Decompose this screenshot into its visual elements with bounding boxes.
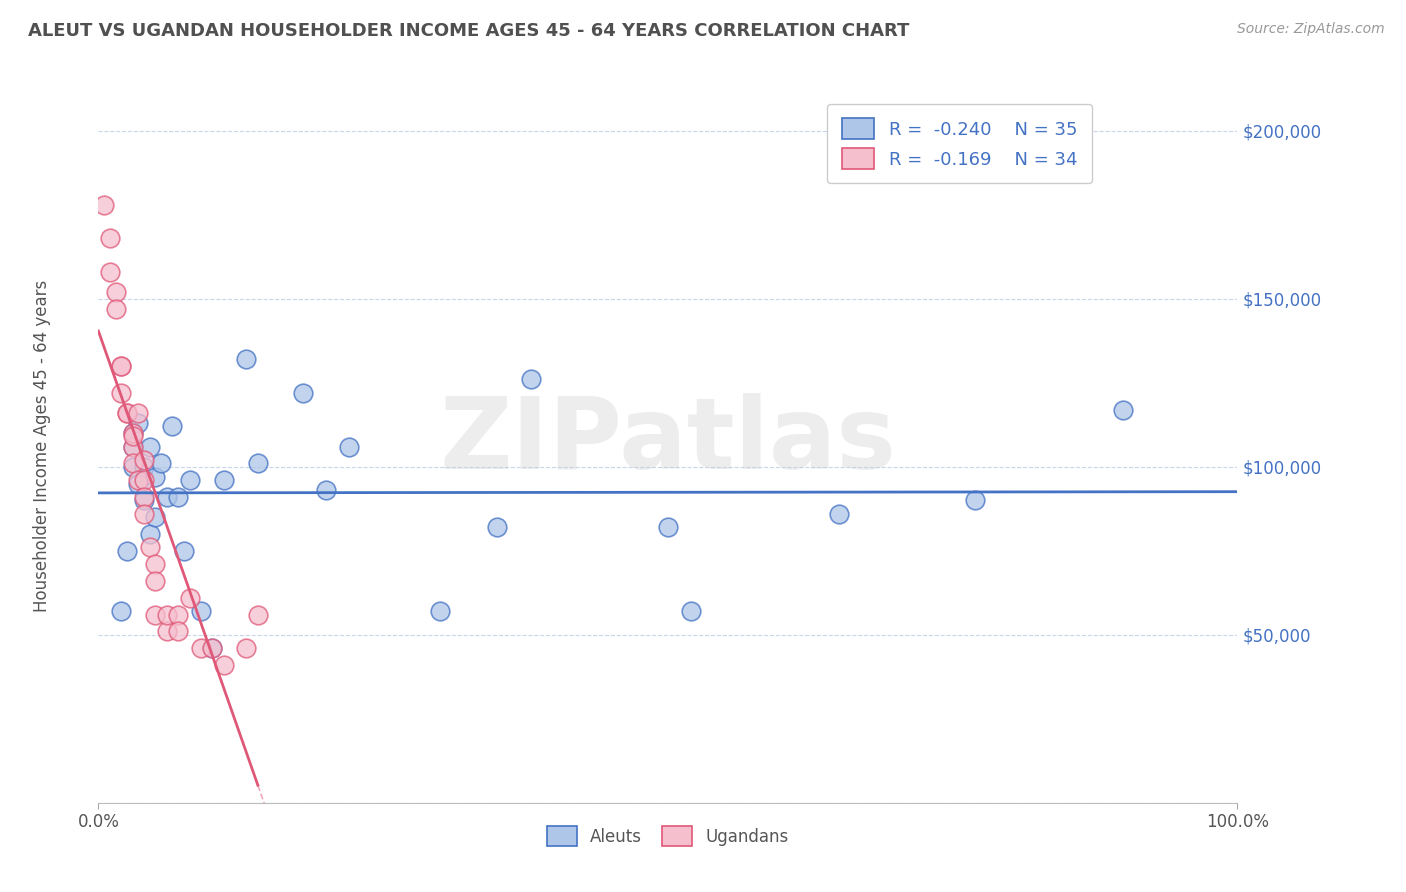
Point xyxy=(98,265,121,279)
Point xyxy=(115,543,138,558)
Point xyxy=(486,520,509,534)
Point xyxy=(132,490,155,504)
Point xyxy=(132,459,155,474)
Point xyxy=(104,285,127,299)
Point xyxy=(179,591,201,605)
Point xyxy=(145,558,167,572)
Point xyxy=(121,426,143,441)
Point xyxy=(145,470,167,484)
Point xyxy=(138,527,160,541)
Point xyxy=(315,483,337,498)
Point xyxy=(132,507,155,521)
Point xyxy=(1112,402,1135,417)
Point xyxy=(965,493,987,508)
Point xyxy=(201,641,224,656)
Point xyxy=(156,624,179,639)
Point xyxy=(167,624,190,639)
Text: Householder Income Ages 45 - 64 years: Householder Income Ages 45 - 64 years xyxy=(34,280,51,612)
Point xyxy=(98,231,121,245)
Point xyxy=(150,456,173,470)
Point xyxy=(212,473,235,487)
Point xyxy=(167,607,190,622)
Point xyxy=(132,473,155,487)
Point xyxy=(173,543,195,558)
Point xyxy=(127,406,149,420)
Legend: Aleuts, Ugandans: Aleuts, Ugandans xyxy=(540,820,796,852)
Point xyxy=(828,507,851,521)
Point xyxy=(246,607,269,622)
Point xyxy=(121,459,143,474)
Point xyxy=(127,473,149,487)
Point xyxy=(110,385,132,400)
Point xyxy=(110,604,132,618)
Point xyxy=(235,352,257,367)
Point xyxy=(246,456,269,470)
Point xyxy=(121,426,143,441)
Point xyxy=(93,197,115,211)
Point xyxy=(121,456,143,470)
Point xyxy=(115,406,138,420)
Point xyxy=(337,440,360,454)
Point xyxy=(156,490,179,504)
Point xyxy=(145,510,167,524)
Point xyxy=(162,419,184,434)
Point xyxy=(145,574,167,588)
Point xyxy=(121,429,143,443)
Point xyxy=(127,416,149,430)
Point xyxy=(520,372,543,386)
Point xyxy=(235,641,257,656)
Point xyxy=(212,658,235,673)
Point xyxy=(115,406,138,420)
Text: ALEUT VS UGANDAN HOUSEHOLDER INCOME AGES 45 - 64 YEARS CORRELATION CHART: ALEUT VS UGANDAN HOUSEHOLDER INCOME AGES… xyxy=(28,22,910,40)
Point xyxy=(145,607,167,622)
Point xyxy=(110,359,132,373)
Point xyxy=(127,476,149,491)
Point xyxy=(104,301,127,316)
Text: Source: ZipAtlas.com: Source: ZipAtlas.com xyxy=(1237,22,1385,37)
Point xyxy=(292,385,315,400)
Point xyxy=(201,641,224,656)
Point xyxy=(138,541,160,555)
Point xyxy=(132,493,155,508)
Text: ZIPatlas: ZIPatlas xyxy=(440,393,896,490)
Point xyxy=(190,641,212,656)
Point xyxy=(138,440,160,454)
Point xyxy=(121,440,143,454)
Point xyxy=(190,604,212,618)
Point xyxy=(121,440,143,454)
Point xyxy=(110,359,132,373)
Point xyxy=(167,490,190,504)
Point xyxy=(679,604,702,618)
Point xyxy=(657,520,679,534)
Point xyxy=(132,453,155,467)
Point xyxy=(179,473,201,487)
Point xyxy=(429,604,451,618)
Point xyxy=(156,607,179,622)
